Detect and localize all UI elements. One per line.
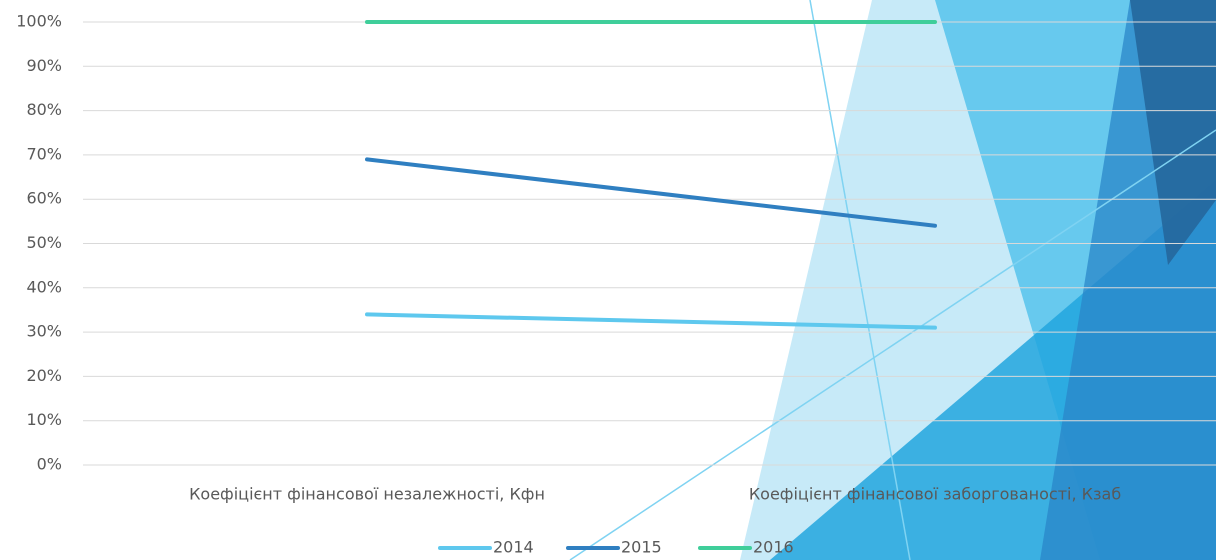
y-tick-label: 50% xyxy=(26,233,62,252)
legend-label: 2015 xyxy=(621,538,662,557)
y-tick-label: 10% xyxy=(26,410,62,429)
y-tick-label: 80% xyxy=(26,100,62,119)
series-line xyxy=(365,312,937,330)
legend-label: 2014 xyxy=(493,538,534,557)
x-tick-label: Коефіцієнт фінансової заборгованості, Кз… xyxy=(749,485,1121,504)
y-tick-label: 90% xyxy=(26,56,62,75)
y-tick-label: 20% xyxy=(26,366,62,385)
legend-label: 2016 xyxy=(753,538,794,557)
y-tick-label: 60% xyxy=(26,189,62,208)
y-tick-label: 30% xyxy=(26,322,62,341)
y-tick-label: 0% xyxy=(37,455,62,474)
y-tick-label: 70% xyxy=(26,144,62,163)
y-tick-label: 100% xyxy=(16,12,62,31)
y-tick-label: 40% xyxy=(26,277,62,296)
series-line xyxy=(365,157,937,228)
background-decoration xyxy=(569,0,1216,560)
x-tick-label: Коефіцієнт фінансової незалежності, Кфн xyxy=(189,485,545,504)
